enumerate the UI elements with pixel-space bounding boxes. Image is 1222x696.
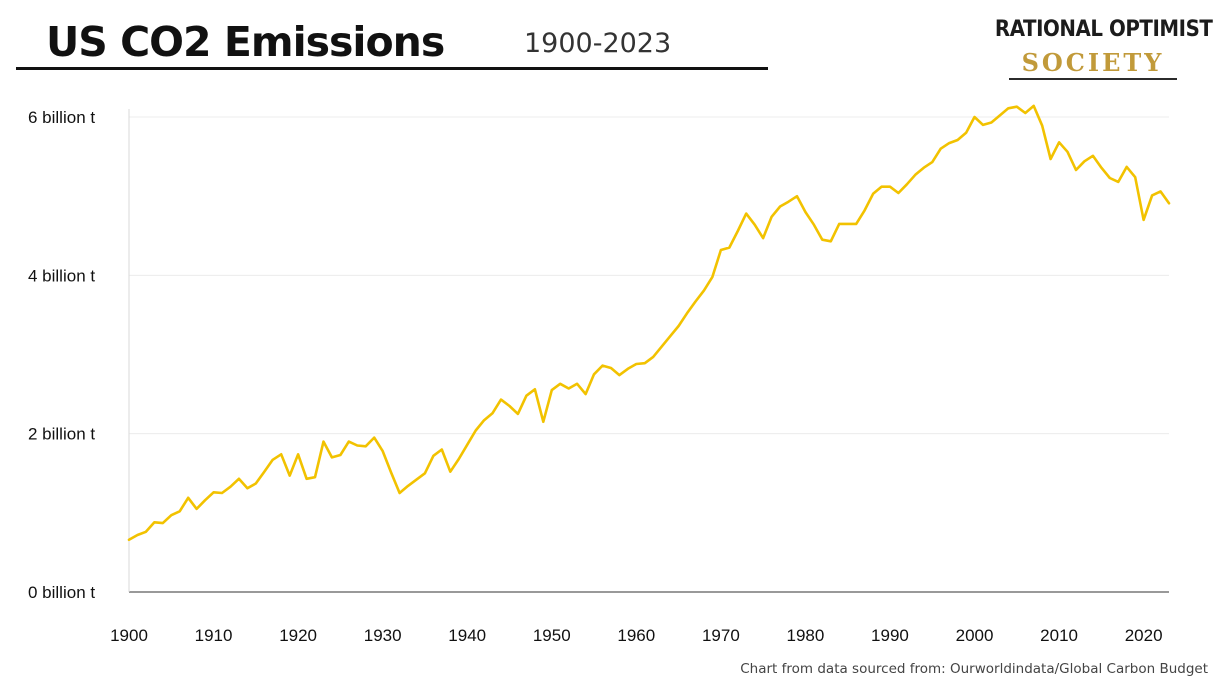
x-tick-label: 1970: [702, 626, 740, 645]
y-tick-label: 4 billion t: [28, 266, 95, 285]
x-tick-label: 1960: [617, 626, 655, 645]
x-axis-ticks: 1900 1910 1920 1930 1940 1950 1960 1970 1980 1990…: [110, 626, 1162, 645]
source-note: Chart from data sourced from: Ourworldin…: [740, 661, 1208, 677]
x-tick-label: 1910: [195, 626, 233, 645]
series-line-us-co2: [127, 104, 1171, 542]
x-tick-label: 1990: [871, 626, 909, 645]
axes: [128, 109, 1169, 593]
logo-text-line1: RATIONAL OPTIMIST: [994, 17, 1213, 42]
x-tick-label: 1930: [364, 626, 402, 645]
chart-title: US CO2 Emissions: [46, 18, 445, 66]
x-tick-label: 1900: [110, 626, 148, 645]
chart-subtitle: 1900-2023: [524, 28, 672, 59]
y-axis-ticks: 0 billion t 2 billion t 4 billion t 6 billi…: [28, 108, 95, 602]
logo-text-line2: SOCIETY: [1021, 48, 1165, 77]
y-tick-label: 2 billion t: [28, 425, 95, 444]
y-tick-label: 6 billion t: [28, 108, 95, 127]
x-tick-label: 2010: [1040, 626, 1078, 645]
x-tick-label: 1940: [448, 626, 486, 645]
x-tick-label: 1920: [279, 626, 317, 645]
title-underline: [16, 67, 768, 70]
x-tick-label: 2020: [1125, 626, 1163, 645]
x-tick-label: 1980: [787, 626, 825, 645]
gridlines: [129, 116, 1169, 435]
logo-underline: [1009, 78, 1177, 80]
x-tick-label: 2000: [956, 626, 994, 645]
series-layer: [127, 104, 1171, 542]
y-tick-label: 0 billion t: [28, 583, 95, 602]
x-tick-label: 1950: [533, 626, 571, 645]
brand-logo: RATIONAL OPTIMIST SOCIETY: [984, 10, 1213, 80]
